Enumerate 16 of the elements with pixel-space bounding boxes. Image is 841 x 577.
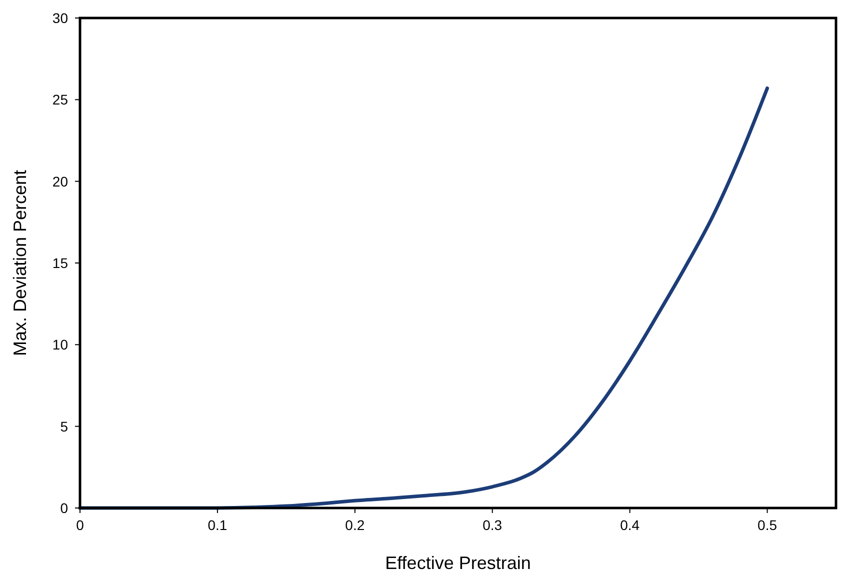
y-tick-label: 25: [52, 92, 68, 108]
y-tick-label: 10: [52, 336, 68, 353]
x-tick-label: 0.2: [345, 517, 365, 533]
y-tick-label: 5: [60, 418, 68, 434]
y-tick-label: 20: [52, 173, 68, 190]
x-tick-label: 0.1: [208, 517, 228, 533]
y-tick-label: 30: [52, 10, 68, 26]
line-series: [78, 86, 770, 510]
x-tick-label: 0.4: [620, 517, 640, 533]
x-tick-label: 0.3: [482, 517, 502, 533]
x-tick-label: 0.5: [758, 517, 778, 533]
y-axis-title: Max. Deviation Percent: [10, 170, 30, 356]
x-tick-label: 0: [76, 517, 84, 533]
y-tick-label: 15: [52, 255, 68, 271]
y-tick-label: 0: [60, 500, 68, 516]
x-axis-title: Effective Prestrain: [385, 553, 531, 573]
